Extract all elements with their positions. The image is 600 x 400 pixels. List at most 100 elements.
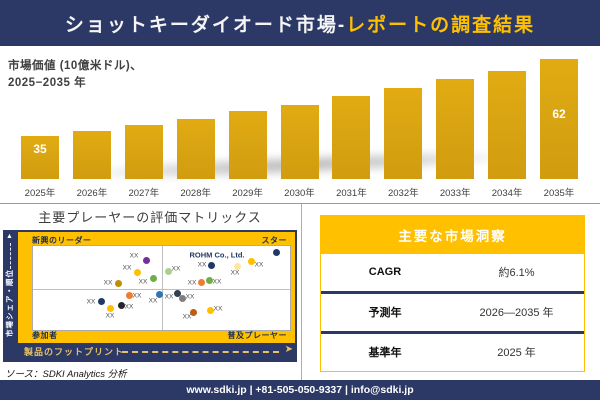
bar-category-label: 2035年 — [543, 188, 575, 199]
bar-category-label: 2031年 — [336, 188, 367, 199]
insights-row: CAGR 約6.1% — [321, 254, 584, 291]
bar-2029年 — [228, 110, 267, 179]
quadrant-label-top-right: スター — [261, 236, 287, 245]
player-dot-9 — [272, 248, 280, 256]
bar-category-label: 2030年 — [284, 188, 315, 199]
bar-category-label: 2029年 — [232, 188, 263, 199]
quadrant-label-bottom-left: 参加者 — [32, 331, 58, 340]
bar-category-label: 2025年 — [24, 188, 56, 199]
x-axis-dashes — [122, 351, 279, 353]
company-label: ROHM Co., Ltd. — [189, 250, 245, 260]
player-dot-11 — [205, 276, 213, 284]
player-dot-label: XX — [164, 293, 174, 301]
insights-rows: CAGR 約6.1% 予測年 2026—2035 年基準年 2025 年 — [321, 254, 584, 371]
page-title-accent: レポートの調査結果 — [346, 14, 536, 36]
insights-row-separator — [321, 330, 584, 334]
player-dot-label: XX — [254, 261, 264, 269]
player-dot-15 — [155, 290, 163, 298]
bar-2031年 — [332, 96, 371, 179]
player-dot-label: XX — [103, 279, 113, 287]
insights-row: 基準年 2025 年 — [321, 334, 584, 371]
insights-row-label: 予測年 — [368, 307, 402, 320]
player-dot-label: XX — [138, 278, 148, 286]
horizontal-divider — [0, 203, 600, 204]
player-dot-5 — [164, 267, 172, 275]
bar-category-label: 2033年 — [439, 188, 471, 199]
source-note: ソース：SDKI Analytics 分析 — [5, 369, 127, 380]
footer-links[interactable]: www.sdki.jp | +81-505-050-9337 | info@sd… — [186, 384, 414, 396]
bar-2025年 — [21, 136, 59, 179]
scatter-plot-area: XX XX XX XX XX XX XX XX ROHM Co., Ltd. XX XX XX XX XX… — [32, 245, 291, 331]
bar-2030年 — [280, 104, 319, 179]
footer-bar: www.sdki.jp | +81-505-050-9337 | info@sd… — [0, 380, 600, 400]
player-dot-6 — [207, 261, 215, 269]
player-dot-label: XX — [182, 313, 192, 321]
player-dot-label: XX — [132, 292, 142, 300]
insights-row: 予測年 2026—2035 年 — [321, 294, 584, 331]
x-axis-label: 製品のフットプリント — [24, 347, 125, 357]
bar-category-label: 2034年 — [491, 188, 523, 199]
insights-row-value: 2026—2035 年 — [479, 307, 554, 320]
player-dot-18 — [117, 301, 125, 309]
insights-row-separator — [321, 290, 584, 294]
chart-caption-line2: 2025−2035 年 — [8, 76, 87, 89]
bar-category-label: 2028年 — [180, 188, 211, 199]
quadrant-divider-vertical — [162, 246, 163, 330]
player-dot-19 — [189, 308, 197, 316]
bar-value-label: 35 — [33, 142, 47, 157]
player-evaluation-matrix: ▲ 市場シェア・順位 新興のリーダー スター 参加者 普及プレーヤー XX XX X… — [3, 230, 297, 362]
matrix-title: 主要プレーヤーの評価マトリックス — [38, 210, 262, 225]
player-dot-16 — [97, 297, 105, 305]
player-dot-label: XX — [148, 297, 158, 305]
insights-row-label: CAGR — [368, 266, 402, 279]
player-dot-7 — [233, 262, 241, 270]
player-dot-label: XX — [230, 269, 240, 277]
player-dot-12 — [173, 289, 181, 297]
player-dot-8 — [247, 257, 255, 265]
player-dot-3 — [149, 274, 157, 282]
insights-row-label: 基準年 — [368, 347, 402, 360]
x-axis-arrow-right-icon: ➤ — [284, 343, 293, 355]
bar-category-label: 2027年 — [128, 188, 160, 199]
player-dot-4 — [114, 279, 122, 287]
bar-2033年 — [436, 79, 475, 179]
chart-caption-line1: 市場価値 (10億米ドル)、 — [8, 60, 143, 72]
player-dot-label: XX — [129, 252, 139, 260]
player-dot-label: XX — [213, 305, 223, 313]
vertical-divider — [301, 204, 302, 380]
player-dot-label: XX — [122, 264, 132, 272]
player-dot-14 — [125, 291, 133, 299]
player-dot-label: XX — [124, 303, 134, 311]
player-dot-label: XX — [171, 265, 181, 273]
player-dot-2 — [133, 268, 141, 276]
quadrant-label-top-left: 新興のリーダー — [32, 236, 92, 245]
y-axis-arrow-up-icon: ▲ — [6, 233, 13, 240]
insights-header: 主要な市場洞察 — [321, 216, 584, 254]
bar-category-label: 2026年 — [76, 188, 108, 199]
insights-row-value: 2025 年 — [497, 347, 536, 360]
bar-2034年 — [488, 70, 527, 179]
market-insights-table: 主要な市場洞察 CAGR 約6.1% 予測年 2026—2035 年基準年 2025 年 — [320, 215, 585, 372]
player-dot-20 — [206, 306, 214, 314]
player-dot-10 — [197, 278, 205, 286]
y-axis-dashes — [10, 243, 11, 269]
player-dot-1 — [142, 256, 150, 264]
bar-2028年 — [176, 119, 215, 179]
bar-2032年 — [384, 87, 423, 179]
y-axis-label: 市場シェア・順位 — [5, 269, 14, 337]
player-dot-17 — [106, 304, 114, 312]
player-dot-label: XX — [212, 278, 222, 286]
bar-category-label: 2032年 — [387, 188, 419, 199]
quadrant-label-bottom-right: 普及プレーヤー — [227, 331, 287, 340]
quadrant-divider-horizontal — [33, 289, 290, 290]
player-dot-13 — [178, 294, 186, 302]
market-value-bar-chart: 市場価値 (10億米ドル)、 2025−2035 年 2025年 2026年 202… — [0, 46, 600, 203]
player-dot-label: XX — [105, 312, 115, 320]
bar-2027年 — [124, 124, 163, 179]
chart-caption: 市場価値 (10億米ドル)、 2025−2035 年 — [8, 58, 142, 91]
title-bar: ショットキーダイオード市場- レポートの調査結果 — [0, 0, 600, 46]
bar-2026年 — [72, 130, 111, 179]
player-dot-label: XX — [185, 293, 195, 301]
page-title-main: ショットキーダイオード市場- — [64, 14, 347, 36]
player-dot-label: XX — [86, 298, 96, 306]
